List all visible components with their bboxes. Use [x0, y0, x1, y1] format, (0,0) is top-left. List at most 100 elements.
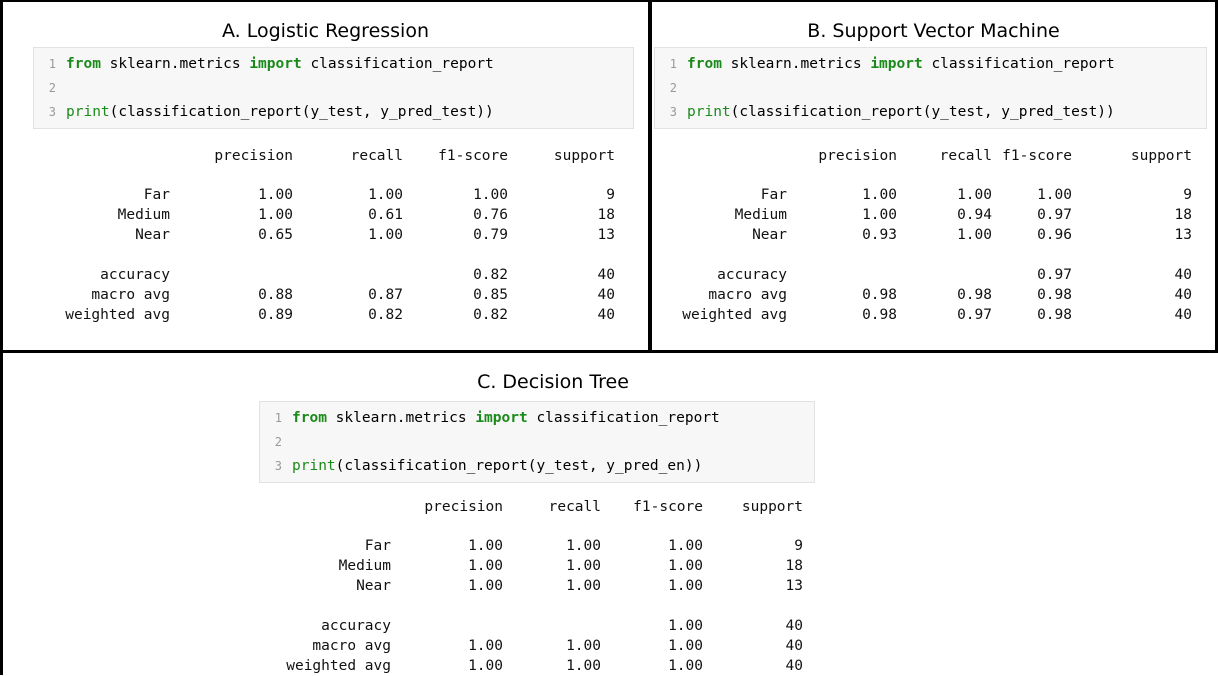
cell-f1: 0.98: [1037, 287, 1072, 303]
report-header-row: precision recall f1-score support: [243, 497, 823, 517]
row-label: weighted avg: [65, 307, 170, 323]
report-row-Far: Far 1.00 1.00 1.00 9: [243, 536, 823, 556]
cell-f1: 0.97: [1037, 207, 1072, 223]
cell-precision: 0.88: [258, 287, 293, 303]
cell-support: 9: [794, 538, 803, 554]
code-token: classification_report: [301, 56, 494, 72]
cell-recall: 0.97: [957, 307, 992, 323]
panel-title: B. Support Vector Machine: [807, 20, 1060, 42]
cell-support: 40: [1174, 307, 1192, 323]
frame-top-border: [0, 0, 1218, 2]
report-row-Near: Near 1.00 1.00 1.00 13: [243, 576, 823, 596]
cell-recall: 1.00: [566, 578, 601, 594]
cell-precision: 0.65: [258, 227, 293, 243]
report-row-weighted-avg: weighted avg 1.00 1.00 1.00 40: [243, 656, 823, 676]
builtin-token: print: [687, 104, 731, 120]
column-header-precision: precision: [818, 148, 897, 164]
code-text: print(classification_report(y_test, y_pr…: [66, 102, 494, 122]
panel-decision-tree: C. Decision Tree 1 from sklearn.metrics i…: [3, 353, 1215, 675]
cell-precision: 1.00: [468, 558, 503, 574]
keyword-token: from: [687, 56, 722, 72]
line-number: 1: [669, 57, 677, 71]
report-row-macro-avg: macro avg 0.98 0.98 0.98 40: [652, 285, 1212, 305]
report-row-Far: Far 1.00 1.00 1.00 9: [3, 185, 643, 205]
cell-f1: 0.82: [473, 267, 508, 283]
cell-f1: 0.82: [473, 307, 508, 323]
cell-f1: 1.00: [668, 638, 703, 654]
line-number: 3: [48, 105, 56, 119]
panel-logistic-regression: A. Logistic Regression 1 from sklearn.met…: [3, 2, 648, 350]
report-row-Far: Far 1.00 1.00 1.00 9: [652, 185, 1212, 205]
cell-f1: 1.00: [668, 558, 703, 574]
cell-precision: 0.98: [862, 307, 897, 323]
column-header-support: support: [553, 148, 615, 164]
keyword-token: import: [249, 56, 302, 72]
cell-support: 40: [597, 267, 615, 283]
row-label: accuracy: [321, 618, 391, 634]
cell-recall: 1.00: [368, 187, 403, 203]
row-label: macro avg: [312, 638, 391, 654]
cell-precision: 0.93: [862, 227, 897, 243]
line-number: 3: [669, 105, 677, 119]
cell-recall: 0.61: [368, 207, 403, 223]
row-label: macro avg: [708, 287, 787, 303]
code-text: print(classification_report(y_test, y_pr…: [292, 456, 702, 476]
frame-left-border: [0, 0, 3, 675]
frame-middle-divider: [648, 0, 652, 352]
code-cell[interactable]: 1 from sklearn.metrics import classificat…: [259, 401, 815, 483]
panel-support-vector-machine: B. Support Vector Machine 1 from sklearn.…: [652, 2, 1215, 350]
report-row-Medium: Medium 1.00 0.94 0.97 18: [652, 205, 1212, 225]
report-row-Near: Near 0.93 1.00 0.96 13: [652, 225, 1212, 245]
report-row-Medium: Medium 1.00 0.61 0.76 18: [3, 205, 643, 225]
row-label: Far: [143, 187, 170, 203]
keyword-token: import: [475, 410, 528, 426]
report-row-macro-avg: macro avg 1.00 1.00 1.00 40: [243, 636, 823, 656]
cell-recall: 1.00: [566, 538, 601, 554]
classification-report: precision recall f1-score support Far 1.00 1.0…: [243, 493, 823, 676]
report-header-row: precision recall f1-score support: [3, 146, 643, 166]
frame-right-border: [1215, 0, 1218, 352]
cell-support: 40: [597, 287, 615, 303]
code-token: classification_report: [527, 410, 720, 426]
code-cell[interactable]: 1 from sklearn.metrics import classificat…: [33, 47, 634, 129]
report-row-macro-avg: macro avg 0.88 0.87 0.85 40: [3, 285, 643, 305]
code-cell[interactable]: 1 from sklearn.metrics import classificat…: [654, 47, 1207, 129]
cell-precision: 1.00: [862, 207, 897, 223]
row-label: Far: [760, 187, 787, 203]
row-label: accuracy: [100, 267, 170, 283]
column-header-f1-score: f1-score: [438, 148, 508, 164]
cell-f1: 0.97: [1037, 267, 1072, 283]
code-line: 3 print(classification_report(y_test, y_p…: [34, 102, 633, 122]
panel-title: A. Logistic Regression: [222, 20, 429, 42]
cell-recall: 0.98: [957, 287, 992, 303]
classification-report: precision recall f1-score support Far 1.00 1.0…: [3, 142, 643, 352]
code-line: 2: [34, 78, 633, 98]
row-label: weighted avg: [286, 658, 391, 674]
panel-title: C. Decision Tree: [477, 371, 629, 393]
row-label: Medium: [734, 207, 787, 223]
row-label: weighted avg: [682, 307, 787, 323]
classification-report: precision recall f1-score support Far 1.00 1.0…: [652, 142, 1212, 352]
row-label: Near: [752, 227, 787, 243]
cell-precision: 0.89: [258, 307, 293, 323]
code-line: 1 from sklearn.metrics import classificat…: [260, 408, 814, 428]
keyword-token: from: [292, 410, 327, 426]
code-line: 1 from sklearn.metrics import classificat…: [34, 54, 633, 74]
cell-recall: 0.94: [957, 207, 992, 223]
cell-f1: 1.00: [668, 578, 703, 594]
code-line: 2: [260, 432, 814, 452]
code-token: sklearn.metrics: [326, 410, 476, 426]
frame-horizontal-divider: [0, 350, 1218, 353]
cell-recall: 1.00: [566, 658, 601, 674]
column-header-precision: precision: [424, 499, 503, 515]
cell-support: 40: [597, 307, 615, 323]
report-header-row: precision recall f1-score support: [652, 146, 1212, 166]
code-token: (classification_report(y_test, y_pred_te…: [730, 104, 1115, 120]
code-line: 1 from sklearn.metrics import classificat…: [655, 54, 1206, 74]
row-label: Near: [356, 578, 391, 594]
cell-recall: 0.87: [368, 287, 403, 303]
report-row-weighted-avg: weighted avg 0.98 0.97 0.98 40: [652, 305, 1212, 325]
cell-precision: 1.00: [468, 578, 503, 594]
cell-support: 9: [606, 187, 615, 203]
cell-f1: 1.00: [668, 658, 703, 674]
